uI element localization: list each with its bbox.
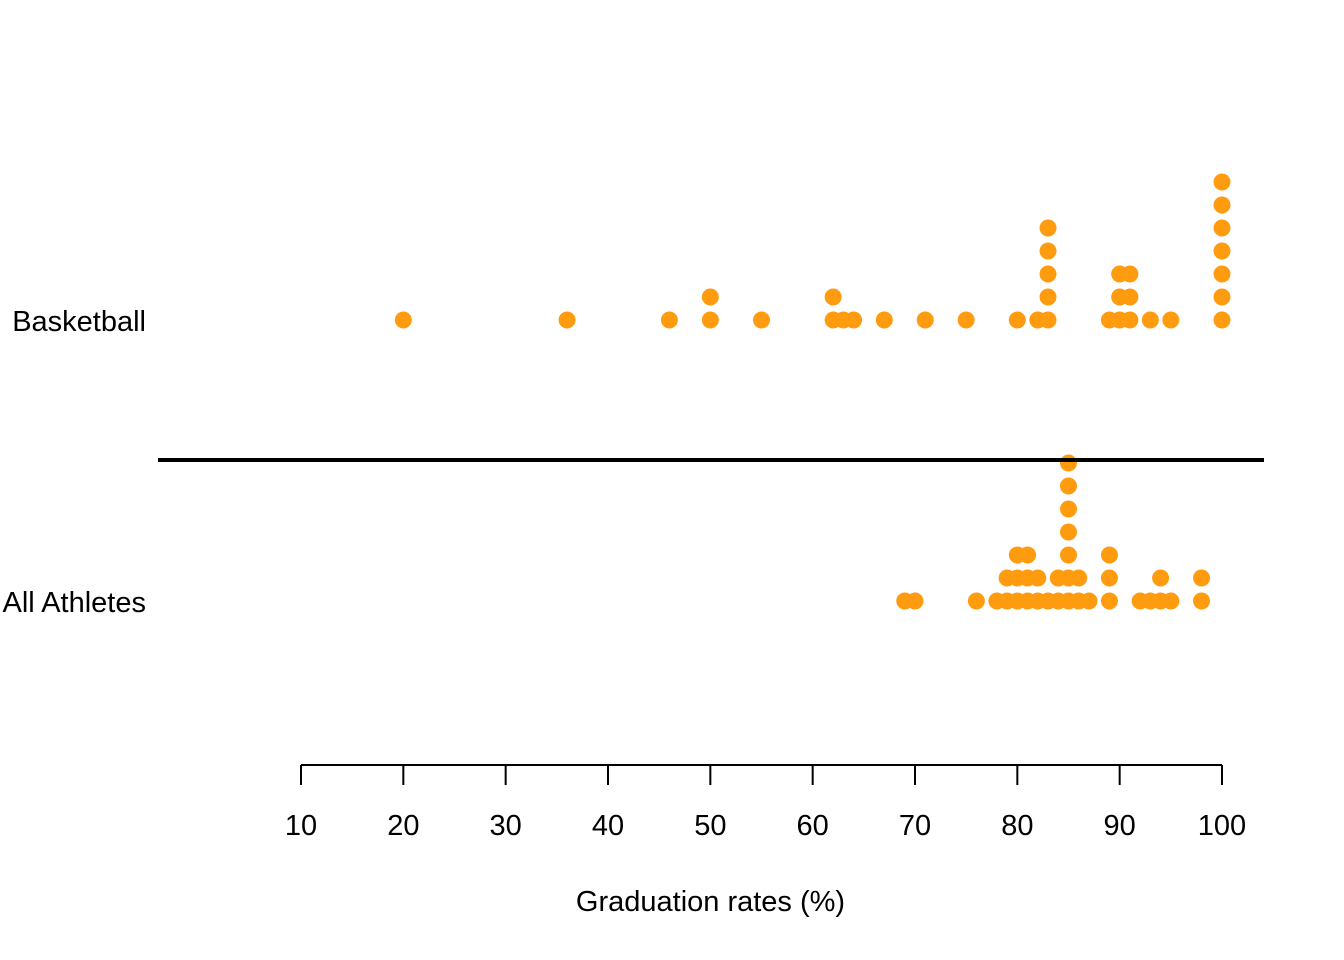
data-point bbox=[1039, 311, 1057, 329]
x-axis-label: Graduation rates (%) bbox=[576, 886, 845, 918]
data-point bbox=[1100, 592, 1118, 610]
data-point bbox=[1193, 592, 1211, 610]
data-point bbox=[1213, 265, 1231, 283]
data-point bbox=[1070, 569, 1088, 587]
data-point bbox=[875, 311, 893, 329]
data-point bbox=[1100, 546, 1118, 564]
data-point bbox=[1162, 311, 1180, 329]
data-point bbox=[1039, 219, 1057, 237]
data-point bbox=[1060, 546, 1077, 564]
x-tick-label: 70 bbox=[899, 810, 931, 842]
data-point bbox=[1029, 569, 1047, 587]
x-tick-label: 40 bbox=[592, 810, 624, 842]
data-point bbox=[1039, 242, 1057, 260]
data-point bbox=[558, 311, 576, 329]
data-point bbox=[753, 311, 770, 329]
data-point bbox=[394, 311, 412, 329]
x-tick-label: 90 bbox=[1104, 810, 1136, 842]
data-point bbox=[1213, 242, 1231, 260]
x-tick-label: 10 bbox=[285, 810, 317, 842]
data-point bbox=[1213, 173, 1231, 191]
data-point bbox=[1121, 265, 1139, 283]
data-point bbox=[1152, 569, 1170, 587]
points-layer bbox=[394, 173, 1231, 610]
x-tick-label: 30 bbox=[490, 810, 522, 842]
data-point bbox=[957, 311, 975, 329]
data-point bbox=[824, 288, 842, 306]
group-label: All Athletes bbox=[3, 587, 146, 619]
data-point bbox=[1019, 546, 1037, 564]
data-point bbox=[701, 288, 719, 306]
data-point bbox=[1039, 288, 1057, 306]
group-label: Basketball bbox=[12, 306, 146, 338]
data-point bbox=[1121, 288, 1139, 306]
data-point bbox=[1193, 569, 1211, 587]
data-point bbox=[1039, 265, 1057, 283]
data-point bbox=[1213, 288, 1231, 306]
x-tick-label: 60 bbox=[797, 810, 829, 842]
x-tick-label: 100 bbox=[1198, 810, 1246, 842]
group-labels: Basketball All Athletes bbox=[3, 306, 146, 619]
data-point bbox=[1080, 592, 1098, 610]
data-point bbox=[1162, 592, 1180, 610]
data-point bbox=[1213, 219, 1231, 237]
x-tick-label: 50 bbox=[694, 810, 726, 842]
data-point bbox=[1060, 500, 1077, 518]
data-point bbox=[1213, 311, 1231, 329]
data-point bbox=[916, 311, 934, 329]
x-axis: 10 20 30 40 50 60 70 80 90 100 bbox=[285, 764, 1246, 842]
data-point bbox=[1141, 311, 1159, 329]
data-point bbox=[701, 311, 719, 329]
data-point bbox=[906, 592, 924, 610]
data-point bbox=[1060, 477, 1077, 495]
data-point bbox=[1060, 454, 1077, 472]
data-point bbox=[1213, 196, 1231, 214]
data-point bbox=[967, 592, 985, 610]
data-point bbox=[1121, 311, 1139, 329]
data-point bbox=[1100, 569, 1118, 587]
data-point bbox=[845, 311, 863, 329]
data-point bbox=[1008, 311, 1026, 329]
data-point bbox=[1060, 523, 1077, 541]
x-tick-label: 80 bbox=[1001, 810, 1033, 842]
data-point bbox=[660, 311, 678, 329]
x-tick-label: 20 bbox=[387, 810, 419, 842]
